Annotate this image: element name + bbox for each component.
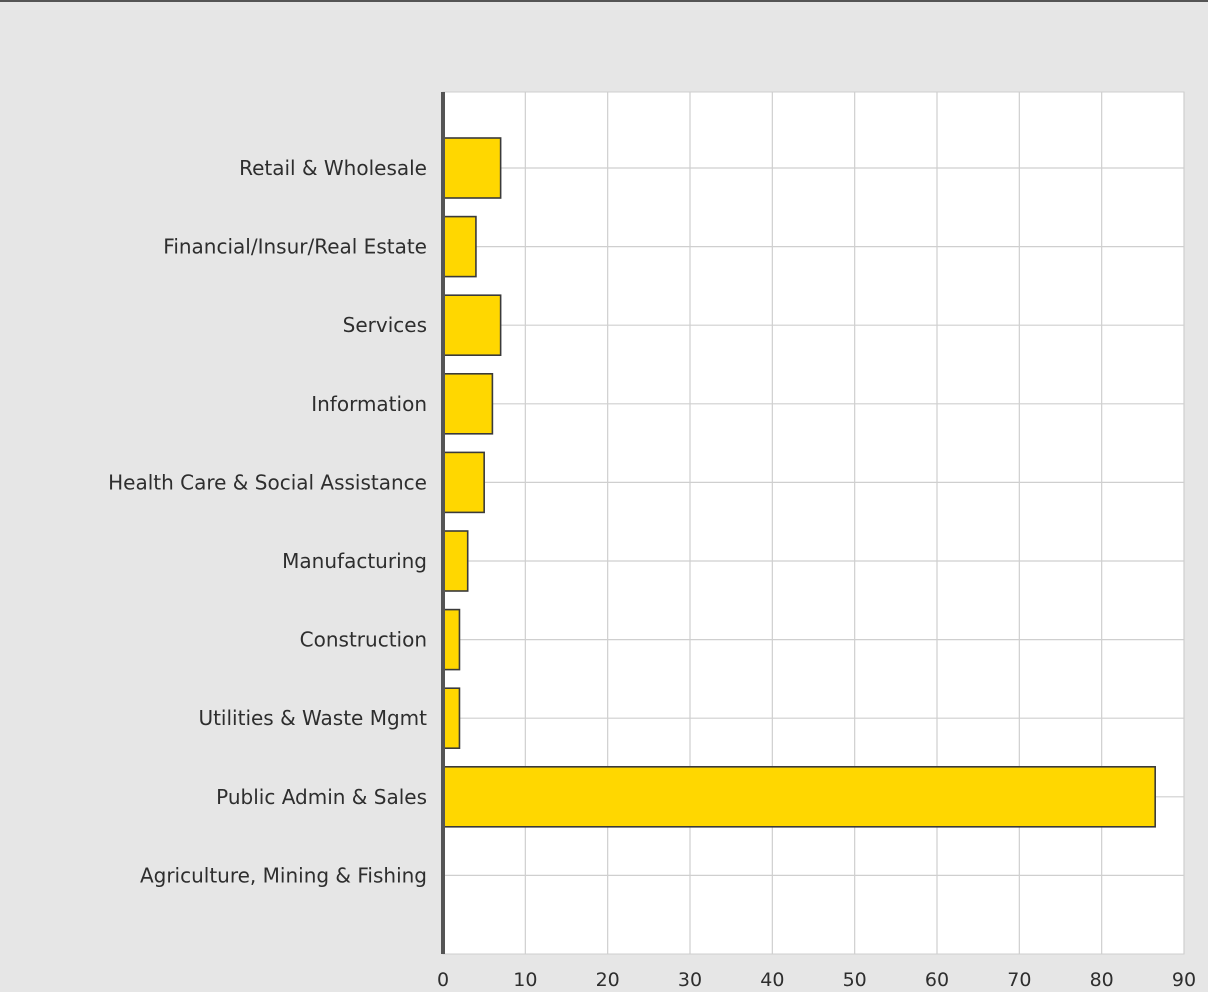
bars [442,137,1156,828]
category-label: Utilities & Waste Mgmt [198,706,427,730]
category-labels: Retail & Wholesale Financial/Insur/Real E… [108,156,427,887]
category-label: Health Care & Social Assistance [108,470,427,494]
bar [442,530,469,592]
category-label: Financial/Insur/Real Estate [163,235,427,259]
x-tick-label: 40 [760,969,784,991]
category-label: Public Admin & Sales [216,785,427,809]
bar [442,137,502,199]
x-tick-labels: 0 10 20 30 40 50 60 70 80 90 [437,969,1196,991]
x-tick-label: 80 [1090,969,1114,991]
category-label: Construction [300,628,427,652]
bar [442,687,461,750]
bar [442,215,477,278]
x-tick-label: 60 [925,969,949,991]
bar [442,372,494,435]
x-tick-label: 10 [513,969,537,991]
category-label: Manufacturing [282,549,427,573]
category-label: Agriculture, Mining & Fishing [140,863,427,887]
bar [442,451,485,514]
bar [442,608,461,671]
x-tick-label: 0 [437,969,449,991]
x-tick-label: 90 [1172,969,1196,991]
x-tick-label: 20 [596,969,620,991]
category-label: Services [343,313,427,337]
x-tick-label: 30 [678,969,702,991]
bar [442,294,502,357]
bar [442,765,1156,828]
category-label: Information [311,392,427,416]
x-tick-label: 70 [1007,969,1031,991]
category-label: Retail & Wholesale [239,156,427,180]
x-tick-label: 50 [843,969,867,991]
